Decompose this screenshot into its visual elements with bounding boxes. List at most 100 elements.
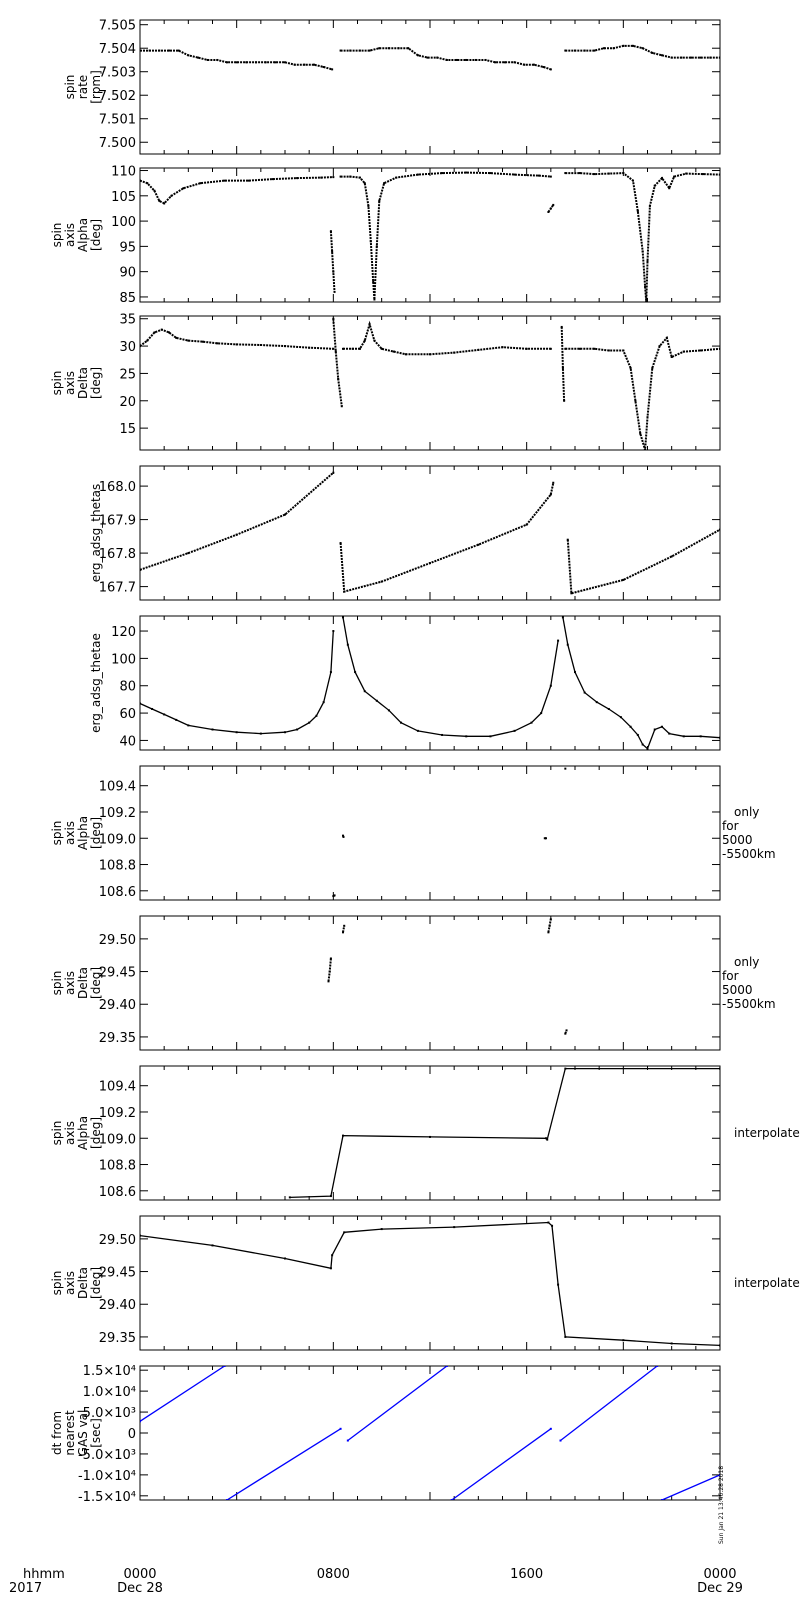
data-point [570, 592, 573, 595]
data-point [407, 47, 410, 50]
y-axis-label-line: [rpm] [89, 70, 103, 104]
data-point [329, 230, 332, 233]
data-point [583, 49, 586, 52]
data-point [342, 834, 344, 837]
data-point [342, 347, 344, 350]
data-point [549, 1427, 552, 1430]
data-point [140, 49, 141, 52]
series-line-2 [339, 482, 555, 593]
data-point [332, 176, 335, 179]
data-point [429, 1135, 431, 1138]
data-point [622, 578, 625, 581]
data-point [329, 1195, 332, 1198]
data-point [216, 58, 219, 61]
data-point [574, 49, 576, 52]
data-point [709, 56, 712, 59]
data-point [400, 721, 402, 724]
data-point [549, 347, 552, 350]
data-point [530, 721, 533, 724]
y-axis-label-line: [deg] [89, 367, 103, 399]
data-point [622, 172, 625, 175]
data-point [477, 348, 480, 351]
data-point [547, 1221, 550, 1224]
y-tick-label: 29.40 [99, 998, 136, 1013]
data-point [661, 177, 663, 180]
data-point [547, 210, 550, 213]
data-point [619, 716, 622, 719]
data-point [170, 194, 173, 197]
data-point [644, 285, 647, 288]
y-axis-label-line: axis [63, 971, 77, 995]
data-point [682, 735, 685, 738]
y-tick-label: 29.40 [99, 1298, 136, 1313]
data-point [607, 172, 610, 175]
data-point [288, 1196, 291, 1199]
data-point [673, 175, 676, 178]
series-line-1 [140, 1221, 720, 1347]
panel-7: 29.50 29.45 29.40 29.35 spin axis Delta [deg] on… [50, 915, 776, 1051]
series-line-3 [340, 171, 551, 300]
panel-3: 35 30 25 20 15 spin axis Delta [deg] [50, 313, 721, 451]
plot-frame [139, 765, 721, 901]
y-axis-label-line: Delta [76, 367, 90, 399]
series-line-2 [342, 925, 346, 933]
data-point [557, 639, 560, 642]
data-point [648, 204, 651, 207]
data-point [719, 347, 720, 350]
y-axis-label-line: spin [50, 1121, 64, 1146]
data-point [441, 733, 444, 736]
series-line-5 [565, 172, 720, 302]
y-axis-label-line: Delta [76, 1267, 90, 1299]
y-axis-label-line: axis [63, 371, 77, 395]
data-point [332, 317, 335, 320]
series-group [140, 616, 720, 750]
y-tick-label: 1.5×10⁴ [83, 1364, 136, 1379]
y-tick-label: 167.9 [99, 514, 136, 529]
y-axis-label-line: spin [50, 821, 64, 846]
y-tick-label: 109.4 [99, 1080, 136, 1095]
data-point [574, 671, 576, 674]
side-annotation: for [722, 969, 739, 983]
data-point [560, 325, 563, 328]
data-point [375, 245, 378, 248]
data-point [187, 552, 190, 555]
series-group [332, 767, 567, 898]
data-point [332, 471, 335, 474]
data-point [332, 270, 335, 273]
x-axis-label-line2: 2017 [9, 1581, 42, 1596]
y-tick-label: 60 [119, 707, 136, 722]
series-line-5 [560, 1366, 658, 1442]
data-point [328, 970, 331, 973]
data-point [455, 58, 458, 61]
data-point [331, 250, 334, 253]
data-point [559, 1439, 562, 1442]
data-point [332, 895, 335, 898]
data-point [140, 702, 141, 705]
data-point [308, 721, 311, 724]
data-point [593, 49, 596, 52]
y-tick-label: 110 [111, 165, 136, 180]
data-point [646, 260, 649, 263]
side-annotation: -5500km [722, 847, 776, 861]
y-tick-label: 5.0×10³ [83, 1406, 136, 1421]
data-point [564, 1067, 567, 1070]
y-tick-label: 25 [119, 367, 136, 382]
plot-frame [139, 167, 721, 303]
data-point [665, 336, 668, 339]
data-point [547, 931, 550, 934]
data-point [140, 179, 141, 182]
data-point [549, 207, 552, 210]
y-axis-label-line: Alpha [76, 816, 90, 850]
data-point [358, 49, 361, 52]
data-point [532, 63, 535, 66]
data-point [346, 643, 349, 646]
y-tick-label: 7.502 [99, 89, 136, 104]
panel-1: 7.505 7.504 7.503 7.502 7.501 7.500 spin rate [r… [63, 19, 721, 155]
panel-2: 110 105 100 95 90 85 spin axis Alpha [deg] [50, 165, 721, 306]
data-point [445, 1366, 448, 1367]
data-point [235, 61, 238, 64]
data-point [216, 342, 219, 345]
